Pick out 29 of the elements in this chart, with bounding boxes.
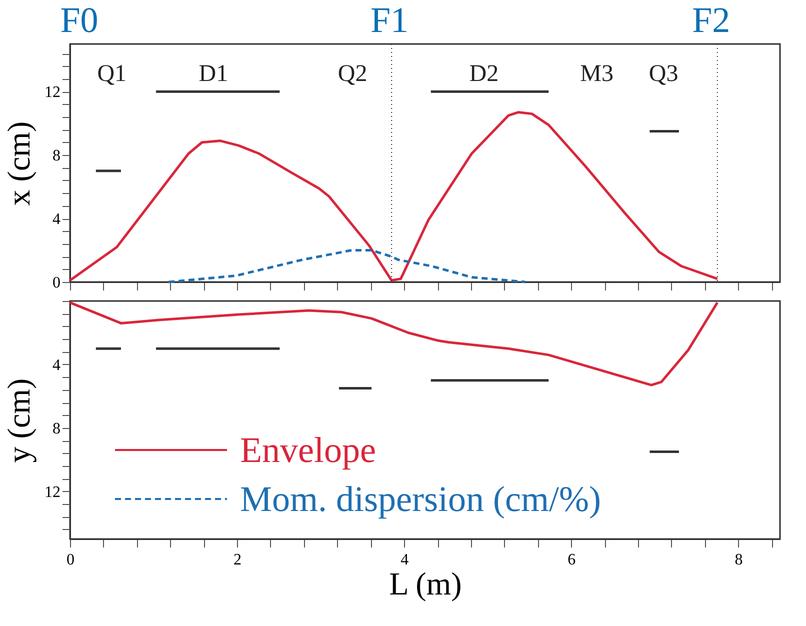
x-axis-title: L (m): [389, 566, 462, 602]
x-tick-label: 6: [568, 552, 576, 568]
annotation: D1: [198, 61, 228, 87]
annotation: D2: [469, 61, 499, 87]
y-tick-label: 0: [52, 274, 60, 292]
y-tick-label: 4: [52, 356, 60, 374]
x-tick-label: 2: [234, 552, 242, 568]
legend-label: Mom. dispersion (cm/%): [240, 479, 601, 519]
y-tick-label: 8: [52, 148, 60, 165]
annotation: M3: [580, 61, 614, 87]
line-series: [167, 249, 526, 284]
y-tick-label: 12: [44, 484, 60, 501]
y-axis-title: y (cm): [0, 378, 36, 463]
annotation: Q3: [648, 61, 678, 87]
annotation: Q1: [97, 61, 127, 87]
line-series: [68, 110, 719, 282]
x-tick-label: 4: [400, 552, 409, 568]
legend-label: Envelope: [240, 430, 376, 470]
y-tick-label: 12: [44, 84, 60, 102]
x-tick-label: 8: [734, 552, 743, 568]
text: F2: [692, 0, 730, 40]
text: F1: [370, 0, 409, 40]
annotation: Q2: [338, 61, 368, 87]
y-axis-title: x (cm): [0, 121, 36, 206]
text: F0: [60, 0, 98, 40]
y-tick-label: 4: [52, 211, 60, 228]
line-series: [68, 301, 719, 386]
x-tick-label: 0: [66, 552, 74, 568]
y-tick-label: 8: [52, 420, 60, 438]
